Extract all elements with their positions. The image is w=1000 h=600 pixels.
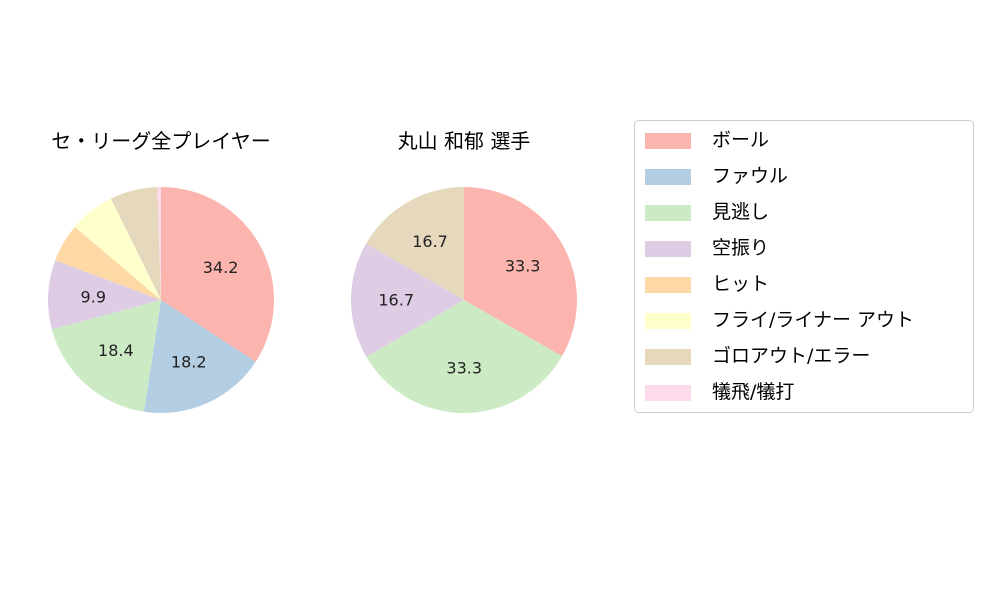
legend-label: 空振り — [712, 237, 769, 259]
pie-chart-player: 丸山 和郁 選手 33.3 33.3 16.7 16.7 — [351, 129, 577, 413]
legend-swatch — [645, 349, 691, 365]
slice-value-label: 18.2 — [171, 352, 207, 371]
legend-label: ゴロアウト/エラー — [712, 345, 870, 367]
pie-slice-league-4 — [55, 226, 161, 300]
pie-slice-league-0 — [161, 187, 274, 362]
legend-frame — [634, 120, 974, 413]
slice-value-label: 16.7 — [412, 232, 448, 251]
pie-slice-league-1 — [144, 300, 256, 414]
pie-slice-league-7 — [157, 187, 161, 300]
pie-slice-league-3 — [47, 260, 162, 330]
legend-label: ファウル — [712, 165, 788, 187]
slice-value-label: 33.3 — [505, 257, 541, 276]
legend-label: 見逃し — [712, 201, 769, 223]
pie-slice-league-2 — [51, 300, 161, 412]
pie-slice-player-3 — [351, 243, 464, 357]
pie-slice-league-6 — [110, 187, 161, 300]
legend-swatch — [645, 169, 691, 185]
pie-slice-player-2 — [366, 300, 562, 413]
legend-swatch — [645, 133, 691, 149]
legend-label: 犠飛/犠打 — [712, 381, 794, 403]
pie-chart-league: セ・リーグ全プレイヤー 34.2 18.2 18.4 9.9 — [47, 129, 274, 414]
legend-swatch — [645, 313, 691, 329]
slice-value-label: 34.2 — [203, 258, 239, 277]
slice-value-label: 33.3 — [446, 358, 482, 377]
slice-value-label: 18.4 — [98, 341, 134, 360]
legend-label: フライ/ライナー アウト — [712, 309, 914, 331]
chart-title-league: セ・リーグ全プレイヤー — [51, 129, 270, 153]
pie-slice-player-0 — [464, 187, 577, 357]
slice-value-label: 9.9 — [81, 287, 106, 306]
legend-swatch — [645, 241, 691, 257]
pie-slice-player-6 — [366, 187, 464, 300]
legend-label: ヒット — [712, 273, 769, 295]
slice-value-label: 16.7 — [378, 291, 414, 310]
pie-slice-league-5 — [74, 198, 161, 300]
legend-swatch — [645, 277, 691, 293]
legend-swatch — [645, 205, 691, 221]
legend-swatch — [645, 385, 691, 401]
chart-title-player: 丸山 和郁 選手 — [398, 129, 531, 153]
legend-label: ボール — [712, 129, 769, 151]
